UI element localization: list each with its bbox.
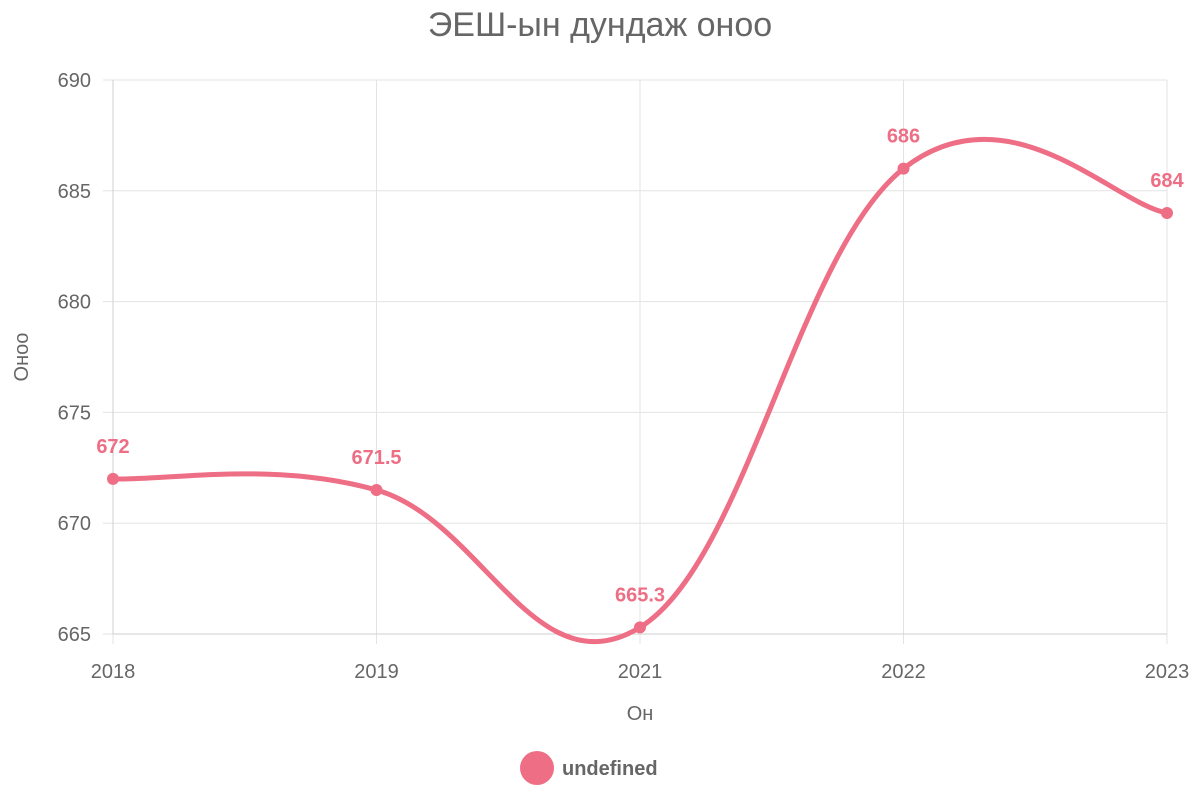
x-tick-label: 2022 [881, 661, 926, 683]
data-point[interactable] [370, 483, 383, 496]
y-tick-label: 665 [58, 624, 91, 646]
legend[interactable]: undefined [520, 751, 658, 785]
y-tick-label: 675 [58, 402, 91, 424]
x-tick-label: 2018 [91, 661, 136, 683]
data-point[interactable] [897, 162, 910, 175]
x-tick-label: 2019 [354, 661, 399, 683]
x-axis-label: Он [627, 703, 654, 725]
data-point[interactable] [1161, 206, 1173, 219]
chart-title: ЭЕШ-ын дундаж оноо [428, 6, 772, 44]
y-tick-label: 670 [58, 513, 91, 535]
grid [103, 79, 1168, 644]
data-point[interactable] [634, 621, 646, 634]
x-tick-label: 2023 [1145, 661, 1190, 683]
y-tick-label: 690 [58, 70, 91, 92]
data-label: 665.3 [615, 584, 665, 606]
x-axis-ticks: 2018 2019 2021 2022 2023 [91, 661, 1190, 683]
data-label: 686 [887, 126, 920, 148]
data-labels: 672 671.5 665.3 686 684 [96, 126, 1184, 607]
x-tick-label: 2021 [618, 661, 663, 683]
data-label: 684 [1150, 170, 1184, 192]
series-line [110, 136, 1170, 645]
y-axis-label: Оноо [11, 333, 33, 382]
data-point[interactable] [107, 472, 119, 485]
y-tick-label: 685 [58, 181, 91, 203]
data-label: 671.5 [351, 447, 401, 469]
legend-marker[interactable] [520, 751, 554, 785]
y-axis-ticks: 665 670 675 680 685 690 [58, 70, 91, 646]
series-points [107, 162, 1173, 634]
y-tick-label: 680 [58, 292, 91, 314]
legend-label[interactable]: undefined [562, 758, 658, 780]
data-label: 672 [96, 436, 129, 458]
